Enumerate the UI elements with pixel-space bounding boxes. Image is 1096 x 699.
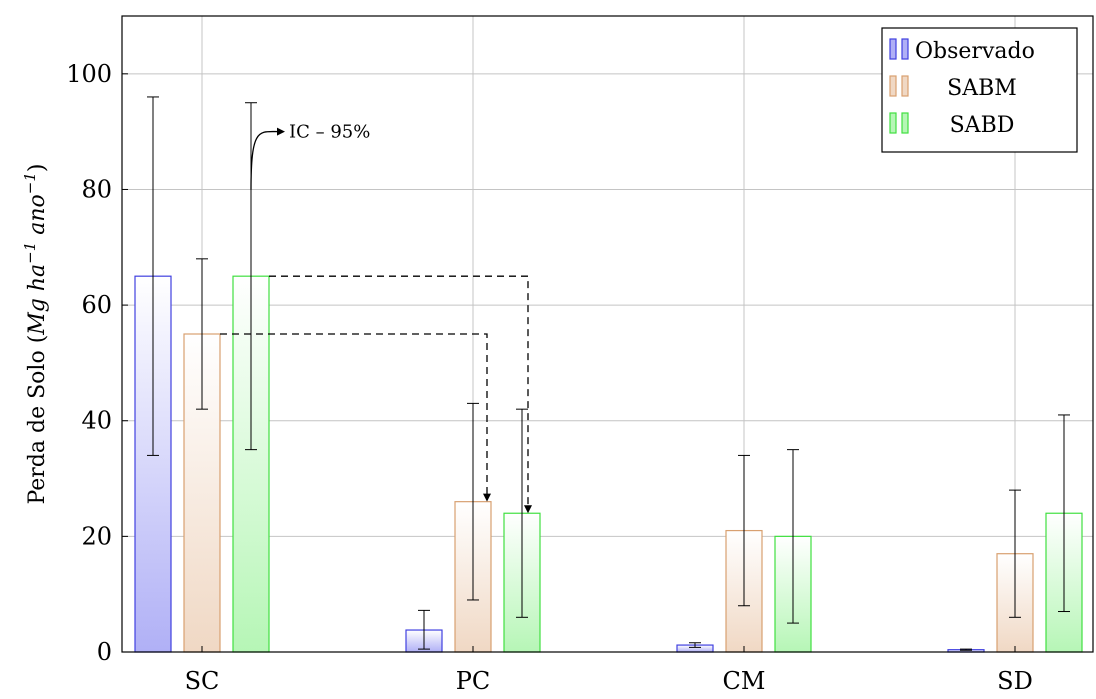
y-tick-label: 0 — [97, 638, 112, 666]
x-tick-label: CM — [723, 667, 766, 695]
error-bars — [147, 96, 1070, 651]
plot-frame — [121, 15, 1094, 653]
legend-swatch — [889, 75, 897, 97]
y-axis-label: Perda de Solo (Mg ha−1 ano−1) — [21, 163, 50, 504]
legend-swatch — [889, 112, 897, 134]
legend: Observado SABM SABD — [881, 27, 1078, 153]
annotation-arrowhead — [277, 127, 285, 136]
tick-labels: 0 20 40 60 80 100 SC PC CM SD — [66, 60, 1033, 695]
y-tick-label: 80 — [81, 175, 112, 203]
dashed-arrow-sabm — [220, 333, 488, 496]
y-tick-label: 100 — [66, 60, 112, 88]
annotations: IC – 95% — [220, 122, 532, 514]
legend-label: Observado — [915, 39, 1035, 64]
ylabel-prefix: Perda de Solo ( — [25, 335, 50, 505]
arrowhead — [524, 505, 532, 514]
legend-label: SABD — [950, 113, 1015, 138]
legend-swatch — [901, 112, 909, 134]
ylabel-unit: Mg ha — [25, 264, 50, 336]
legend-box — [881, 27, 1078, 153]
ylabel-suffix: ) — [25, 163, 50, 172]
dashed-arrow-sabd — [269, 275, 529, 508]
annotation-label: IC – 95% — [289, 122, 370, 143]
legend-swatch — [889, 38, 897, 60]
ylabel-exp1: −1 — [21, 242, 39, 264]
y-tick-label: 20 — [81, 522, 112, 550]
ylabel-unit2: ano — [25, 194, 50, 242]
x-tick-label: SC — [185, 667, 220, 695]
legend-swatch — [901, 38, 909, 60]
x-tick-label: SD — [997, 667, 1033, 695]
legend-swatch — [901, 75, 909, 97]
x-tick-label: PC — [456, 667, 491, 695]
bars — [134, 275, 1083, 653]
y-tick-label: 40 — [81, 407, 112, 435]
arrowhead — [483, 493, 491, 502]
ylabel-exp2: −1 — [21, 172, 39, 194]
y-tick-label: 60 — [81, 291, 112, 319]
annotation-arrow — [250, 130, 280, 190]
legend-label: SABM — [947, 76, 1017, 101]
